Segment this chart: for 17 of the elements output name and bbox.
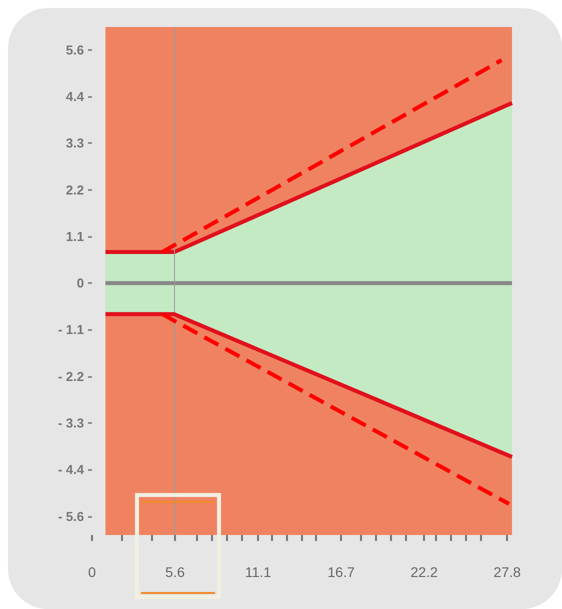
x-tick-label: 5.6 [165, 564, 185, 580]
x-tick-label: 11.1 [244, 564, 272, 580]
y-tick-label: 2.2 [66, 182, 84, 198]
y-tick-label: 4.4 [66, 89, 85, 104]
y-tick-label: - 4.4 [58, 462, 85, 478]
y-tick-label: 5.6 [66, 42, 84, 58]
y-tick-label: - 2.2 [58, 368, 84, 384]
y-tick-label: 3.3 [66, 136, 84, 151]
x-tick-label: 0 [88, 564, 96, 580]
y-tick-label: 0 [76, 276, 84, 291]
y-tick-label: 1.1 [66, 228, 84, 244]
y-tick-label: - 5.6 [58, 508, 84, 524]
y-tick-label: - 3.3 [58, 416, 84, 431]
x-tick-label: 27.8 [494, 564, 522, 580]
x-tick-label: 16.7 [327, 564, 355, 580]
y-tick-label: - 1.1 [58, 322, 84, 338]
x-tick-label: 22.2 [410, 564, 438, 580]
